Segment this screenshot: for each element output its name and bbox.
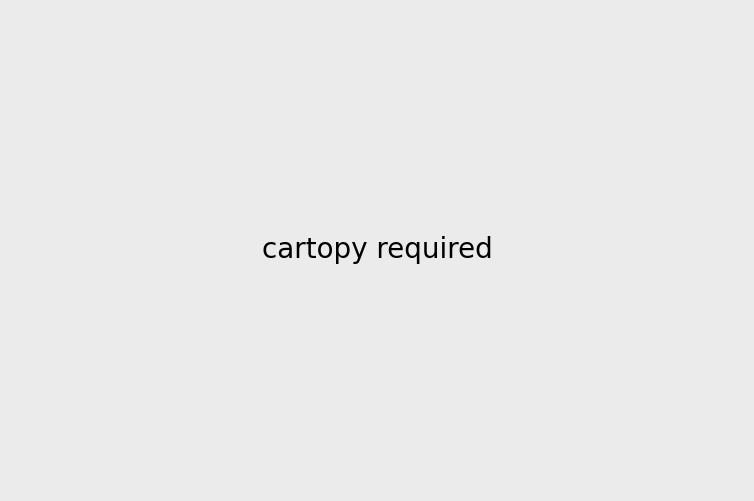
Text: cartopy required: cartopy required [262, 236, 492, 265]
